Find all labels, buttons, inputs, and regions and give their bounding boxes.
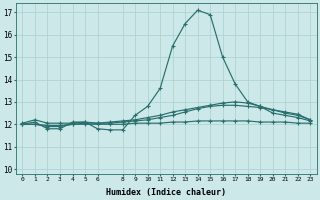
X-axis label: Humidex (Indice chaleur): Humidex (Indice chaleur)	[106, 188, 226, 197]
